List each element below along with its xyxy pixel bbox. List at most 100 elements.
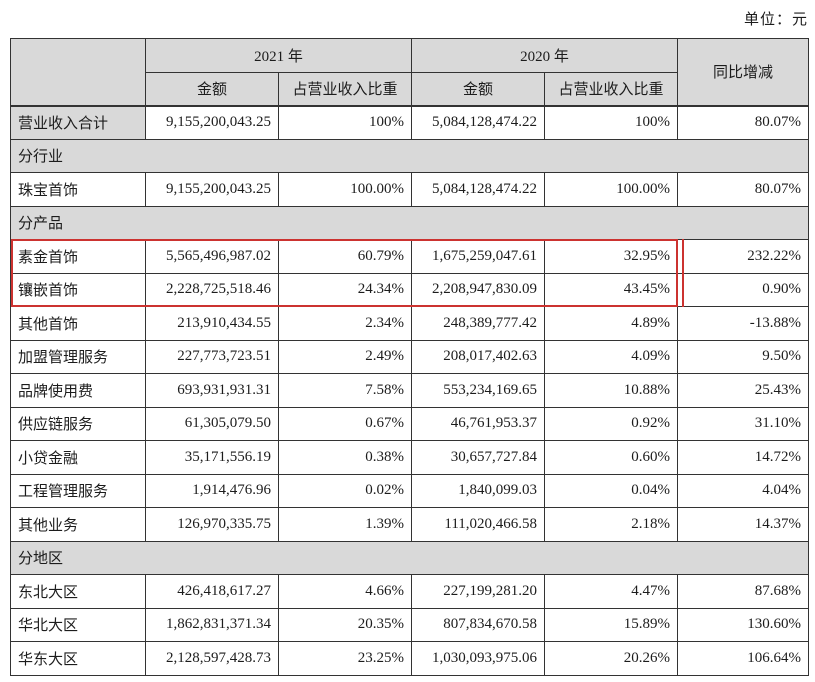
share-2020-cell: 32.95% bbox=[544, 239, 679, 274]
table-row: 珠宝首饰 9,155,200,043.25 100.00% 5,084,128,474… bbox=[10, 172, 810, 207]
header-row-measures: 金额 占营业收入比重 金额 占营业收入比重 bbox=[11, 72, 809, 106]
yoy-change-cell: 4.04% bbox=[677, 473, 810, 508]
share-2021-cell: 100.00% bbox=[277, 172, 413, 207]
share-2020-cell: 4.47% bbox=[544, 574, 679, 609]
yoy-change-cell: 80.07% bbox=[677, 105, 810, 140]
table-row: 华北大区 1,862,831,371.34 20.35% 807,834,670.58… bbox=[10, 607, 810, 642]
share-2021-cell: 100% bbox=[277, 105, 413, 140]
row-label-cell: 品牌使用费 bbox=[10, 373, 146, 408]
table-header: 2021 年 2020 年 同比增减 金额 占营业收入比重 金额 占营业收入比重 bbox=[10, 38, 810, 106]
amount-2020-cell: 46,761,953.37 bbox=[411, 406, 546, 441]
yoy-change-cell: 31.10% bbox=[677, 406, 810, 441]
yoy-change-cell: 25.43% bbox=[677, 373, 810, 408]
share-2021-cell: 60.79% bbox=[277, 239, 413, 274]
amount-2021-cell: 426,418,617.27 bbox=[145, 574, 279, 609]
amount-2020-cell: 227,199,281.20 bbox=[411, 574, 546, 609]
row-label-cell: 小贷金融 bbox=[10, 440, 146, 475]
table-row: 营业收入合计 9,155,200,043.25 100% 5,084,128,474.… bbox=[10, 105, 810, 140]
share-2020-cell: 100% bbox=[544, 105, 679, 140]
amount-2020-cell: 807,834,670.58 bbox=[411, 607, 546, 642]
amount-2020-cell: 1,675,259,047.61 bbox=[411, 239, 546, 274]
row-label-cell: 工程管理服务 bbox=[10, 473, 146, 508]
share-2021-cell: 4.66% bbox=[277, 574, 413, 609]
yoy-change-cell: 9.50% bbox=[677, 339, 810, 374]
yoy-change-cell: 14.37% bbox=[677, 507, 810, 542]
amount-2021-cell: 213,910,434.55 bbox=[145, 306, 279, 341]
share-2020-header: 占营业收入比重 bbox=[544, 72, 679, 106]
share-2020-cell: 4.89% bbox=[544, 306, 679, 341]
share-2021-cell: 0.38% bbox=[277, 440, 413, 475]
row-label-cell: 素金首饰 bbox=[10, 239, 146, 274]
row-label-cell: 镶嵌首饰 bbox=[10, 272, 146, 307]
section-label-cell: 分地区 bbox=[9, 540, 810, 575]
amount-2020-cell: 5,084,128,474.22 bbox=[411, 105, 546, 140]
table-row: 素金首饰 5,565,496,987.02 60.79% 1,675,259,047.… bbox=[10, 239, 810, 274]
share-2020-cell: 10.88% bbox=[544, 373, 679, 408]
share-2021-cell: 20.35% bbox=[277, 607, 413, 642]
yoy-change-cell: 130.60% bbox=[677, 607, 810, 642]
unit-label: 单位：元 bbox=[743, 12, 808, 28]
table-row: 东北大区 426,418,617.27 4.66% 227,199,281.20 4.4… bbox=[10, 574, 810, 609]
amount-2020-cell: 1,030,093,975.06 bbox=[411, 641, 546, 676]
amount-2020-header: 金额 bbox=[411, 72, 546, 106]
revenue-breakdown-table: 2021 年 2020 年 同比增减 金额 占营业收入比重 金额 占营业收入比重… bbox=[9, 38, 810, 676]
amount-2020-cell: 30,657,727.84 bbox=[411, 440, 546, 475]
share-2021-cell: 1.39% bbox=[277, 507, 413, 542]
header-row-years: 2021 年 2020 年 同比增减 bbox=[10, 38, 810, 106]
table-row: 加盟管理服务 227,773,723.51 2.49% 208,017,402.63 4… bbox=[10, 339, 810, 374]
yoy-change-cell: 14.72% bbox=[677, 440, 810, 475]
amount-2020-cell: 111,020,466.58 bbox=[411, 507, 546, 542]
row-label-cell: 加盟管理服务 bbox=[10, 339, 146, 374]
share-2021-cell: 7.58% bbox=[277, 373, 413, 408]
amount-2021-cell: 2,228,725,518.46 bbox=[145, 272, 279, 307]
share-2020-cell: 100.00% bbox=[544, 172, 679, 207]
amount-2021-cell: 693,931,931.31 bbox=[145, 373, 279, 408]
share-2021-cell: 24.34% bbox=[277, 272, 413, 307]
table-row: 工程管理服务 1,914,476.96 0.02% 1,840,099.03 0.04%… bbox=[10, 473, 810, 508]
section-label-cell: 分行业 bbox=[9, 138, 810, 173]
amount-2021-cell: 227,773,723.51 bbox=[145, 339, 279, 374]
yoy-change-header: 同比增减 bbox=[677, 38, 810, 106]
amount-2021-cell: 9,155,200,043.25 bbox=[145, 105, 279, 140]
section-row: 分行业 bbox=[9, 138, 810, 173]
share-2021-cell: 2.49% bbox=[277, 339, 413, 374]
amount-2021-cell: 9,155,200,043.25 bbox=[145, 172, 279, 207]
share-2020-cell: 15.89% bbox=[544, 607, 679, 642]
row-label-cell: 珠宝首饰 bbox=[10, 172, 146, 207]
share-2020-cell: 2.18% bbox=[544, 507, 679, 542]
share-2020-cell: 4.09% bbox=[544, 339, 679, 374]
amount-2021-header: 金额 bbox=[145, 72, 279, 106]
table-row: 品牌使用费 693,931,931.31 7.58% 553,234,169.65 10… bbox=[10, 373, 810, 408]
amount-2021-cell: 2,128,597,428.73 bbox=[145, 641, 279, 676]
section-row: 分产品 bbox=[9, 205, 810, 240]
yoy-change-cell: 80.07% bbox=[677, 172, 810, 207]
share-2020-cell: 20.26% bbox=[544, 641, 679, 676]
section-row: 分地区 bbox=[9, 540, 810, 575]
amount-2021-cell: 1,914,476.96 bbox=[145, 473, 279, 508]
amount-2020-cell: 553,234,169.65 bbox=[411, 373, 546, 408]
year-2020-header: 2020 年 bbox=[411, 38, 679, 73]
share-2021-cell: 23.25% bbox=[277, 641, 413, 676]
amount-2020-cell: 2,208,947,830.09 bbox=[411, 272, 546, 307]
table-row: 供应链服务 61,305,079.50 0.67% 46,761,953.37 0.92… bbox=[10, 406, 810, 441]
row-label-cell: 华北大区 bbox=[10, 607, 146, 642]
amount-2020-cell: 1,840,099.03 bbox=[411, 473, 546, 508]
yoy-change-cell: 106.64% bbox=[677, 641, 810, 676]
amount-2021-cell: 61,305,079.50 bbox=[145, 406, 279, 441]
amount-2021-cell: 5,565,496,987.02 bbox=[145, 239, 279, 274]
share-2020-cell: 0.60% bbox=[544, 440, 679, 475]
row-label-cell: 营业收入合计 bbox=[10, 105, 146, 140]
share-2021-cell: 0.02% bbox=[277, 473, 413, 508]
row-label-cell: 华东大区 bbox=[10, 641, 146, 676]
share-2020-cell: 43.45% bbox=[544, 272, 679, 307]
yoy-change-cell: 0.90% bbox=[677, 272, 810, 307]
share-2021-cell: 0.67% bbox=[277, 406, 413, 441]
table-corner-cell bbox=[10, 38, 146, 106]
table-body: 营业收入合计 9,155,200,043.25 100% 5,084,128,474.… bbox=[9, 105, 810, 676]
share-2020-cell: 0.04% bbox=[544, 473, 679, 508]
yoy-change-cell: 232.22% bbox=[677, 239, 810, 274]
year-2021-header: 2021 年 bbox=[144, 38, 413, 73]
amount-2021-cell: 35,171,556.19 bbox=[145, 440, 279, 475]
amount-2020-cell: 248,389,777.42 bbox=[411, 306, 546, 341]
